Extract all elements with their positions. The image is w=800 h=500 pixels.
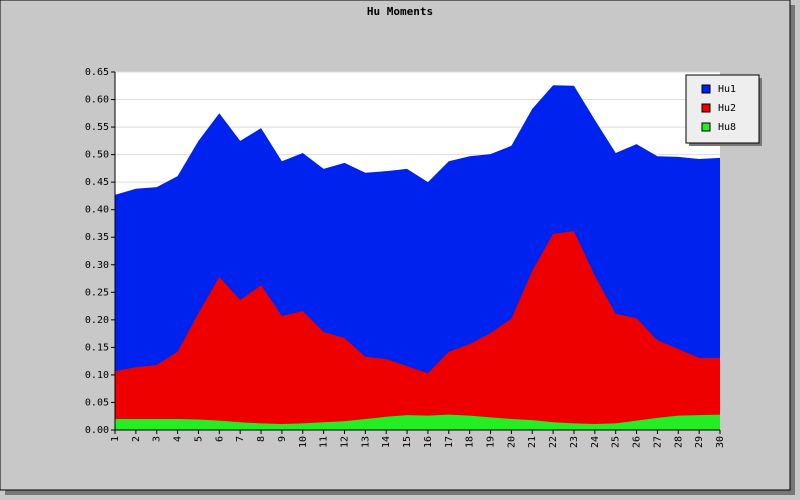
y-tick-label: 0.40 (85, 205, 109, 216)
x-tick-label: 4 (173, 436, 184, 442)
x-tick-label: 27 (652, 436, 663, 448)
x-tick-label: 8 (256, 436, 267, 442)
x-tick-label: 16 (423, 436, 434, 448)
area (115, 231, 720, 430)
x-tick-label: 13 (360, 436, 371, 448)
y-tick-label: 0.50 (85, 150, 109, 161)
x-tick-label: 25 (611, 436, 622, 448)
y-tick-label: 0.10 (85, 370, 109, 381)
x-tick-label: 2 (131, 436, 142, 442)
x-tick-label: 18 (465, 436, 476, 448)
x-tick-label: 21 (527, 436, 538, 448)
x-tick-label: 3 (152, 436, 163, 442)
chart-title: Hu Moments (367, 5, 433, 18)
legend: Hu1 Hu2 Hu8 (685, 74, 762, 146)
x-tick-label: 26 (632, 436, 643, 448)
y-tick-label: 0.05 (85, 397, 109, 408)
x-tick-label: 11 (319, 436, 330, 448)
x-tick-label: 30 (715, 436, 726, 448)
y-tick-label: 0.45 (85, 177, 109, 188)
x-tick-label: 17 (444, 436, 455, 448)
y-tick-label: 0.30 (85, 260, 109, 271)
y-tick-label: 0.60 (85, 95, 109, 106)
x-tick-label: 23 (569, 436, 580, 448)
x-tick-label: 12 (339, 436, 350, 448)
legend-label: Hu8 (718, 122, 736, 133)
x-tick-label: 29 (694, 436, 705, 448)
x-tick-label: 22 (548, 436, 559, 448)
legend-swatch (701, 103, 711, 113)
x-tick-label: 15 (402, 436, 413, 448)
x-tick-label: 14 (381, 436, 392, 448)
x-tick-label: 19 (486, 436, 497, 448)
x-tick-label: 1 (110, 436, 121, 442)
area (115, 414, 720, 430)
x-tick-label: 5 (193, 436, 204, 442)
y-tick-label: 0.20 (85, 315, 109, 326)
legend-swatch (701, 84, 711, 94)
legend-label: Hu2 (718, 103, 736, 114)
y-tick-label: 0.65 (85, 67, 109, 78)
x-tick-label: 10 (298, 436, 309, 448)
legend-label: Hu1 (718, 84, 736, 95)
y-tick-label: 0.15 (85, 342, 109, 353)
y-tick-label: 0.35 (85, 232, 109, 243)
legend-box (685, 74, 760, 144)
x-tick-label: 20 (506, 436, 517, 448)
x-tick-label: 28 (673, 436, 684, 448)
x-tick-label: 24 (590, 436, 601, 448)
y-tick-label: 0.55 (85, 122, 109, 133)
x-tick-label: 9 (277, 436, 288, 442)
y-tick-label: 0.25 (85, 287, 109, 298)
legend-swatch (701, 122, 711, 132)
x-tick-label: 6 (214, 436, 225, 442)
x-tick-label: 7 (235, 436, 246, 442)
y-tick-label: 0.00 (85, 425, 109, 436)
